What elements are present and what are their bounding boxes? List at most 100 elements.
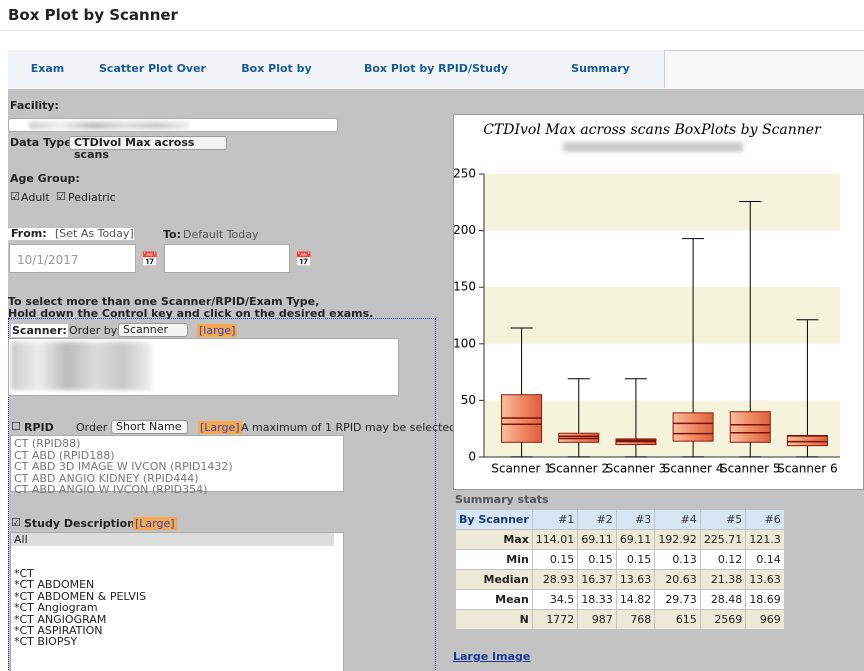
- y-tick-label: 150: [453, 280, 476, 294]
- row: Mean 34.5 18.33 14.82 29.73 28.48 18.69: [455, 589, 785, 610]
- cell: 0.15: [531, 549, 579, 570]
- cell: 192.92: [654, 529, 701, 550]
- y-tick-label: 250: [453, 167, 476, 181]
- cell: 0.15: [577, 549, 617, 570]
- checkbox[interactable]: ☑: [56, 190, 66, 203]
- button[interactable]: [Set As Today]: [55, 227, 134, 240]
- cell: 0.14: [745, 549, 785, 570]
- row: Max 114.01 69.11 69.11 192.92 225.71 121.3: [455, 529, 785, 550]
- scanner-list[interactable]: [8, 338, 399, 396]
- calendar-icon[interactable]: 📅: [141, 252, 159, 268]
- large-link[interactable]: [Large]: [198, 421, 242, 434]
- order-select[interactable]: Short Name: [111, 420, 188, 434]
- date-input[interactable]: [164, 244, 290, 273]
- label: To:: [163, 228, 181, 241]
- tab[interactable]: Summary Comparison: [537, 50, 665, 113]
- date-input[interactable]: 10/1/2017: [9, 244, 136, 273]
- link[interactable]: Large Image: [453, 650, 531, 663]
- x-tick-label: Scanner 2: [548, 462, 609, 476]
- cell: 114.01: [531, 529, 579, 550]
- cell: 21.38: [699, 569, 747, 590]
- cell: 0.15: [615, 549, 656, 570]
- cell: 69.11: [615, 529, 656, 550]
- calendar-icon[interactable]: 📅: [295, 252, 313, 268]
- checkbox-label: Pediatric: [68, 191, 116, 204]
- cell: 768: [615, 609, 656, 630]
- cell: 615: [654, 609, 701, 630]
- label: Age Group:: [10, 172, 80, 185]
- cell: 28.48: [699, 589, 747, 610]
- row: Median 28.93 16.37 13.63 20.63 21.38 13.63: [455, 569, 785, 590]
- checkbox[interactable]: ☑: [11, 516, 21, 529]
- box-plot: CTDIvol Max across scans BoxPlots by Sca…: [453, 122, 840, 476]
- instruction: Hold down the Control key and click on t…: [8, 307, 374, 320]
- cell: 34.5: [531, 589, 579, 610]
- cell: 969: [745, 609, 785, 630]
- rpid-list[interactable]: CT (RPID88) CT ABD (RPID188) CT ABD 3D IMA…: [10, 435, 344, 496]
- chart-title: CTDIvol Max across scans BoxPlots by Sca…: [483, 122, 822, 138]
- large-link[interactable]: [large]: [197, 324, 238, 337]
- header-cell: #5: [699, 509, 747, 530]
- option: *CT ABDOMEN & PELVIS: [14, 589, 147, 603]
- cell: 13.63: [745, 569, 785, 590]
- header-cell: #2: [577, 509, 617, 530]
- y-tick-label: 0: [468, 450, 476, 464]
- tab[interactable]: Box Plot by Scanner: [218, 50, 336, 113]
- data-type-select[interactable]: CTDIvol Max across scans: [69, 136, 227, 161]
- summary-table: By Scanner #1 #2 #3 #4 #5 #6 Max 114.01 69.11 69.1…: [455, 509, 785, 630]
- divider: [0, 30, 864, 31]
- y-tick-label: 100: [453, 336, 476, 350]
- large-link[interactable]: [Large]: [133, 517, 177, 530]
- grid-band: [484, 400, 840, 457]
- grid-band: [484, 287, 840, 344]
- study-list[interactable]: All *CT *CT ABDOMEN *CT ABDOMEN & PELVIS *CT…: [10, 532, 344, 671]
- x-tick-label: Scanner 6: [777, 462, 838, 476]
- option: *CT Angiogram: [14, 601, 98, 615]
- cell: 14.82: [615, 589, 656, 610]
- option: *CT ABDOMEN: [14, 578, 95, 592]
- label: Order by:: [69, 324, 121, 337]
- header-cell: #3: [615, 509, 656, 530]
- cell: 0.13: [654, 549, 701, 570]
- y-tick-label: 50: [461, 393, 476, 407]
- cell: 2569: [699, 609, 747, 630]
- facility-select[interactable]: [8, 118, 338, 132]
- cell: 16.37: [577, 569, 617, 590]
- cell: 20.63: [654, 569, 701, 590]
- checkbox-label: Adult: [21, 191, 50, 204]
- option: CT ABD (RPID188): [14, 448, 115, 462]
- option: *CT: [14, 567, 34, 580]
- cell: 13.63: [615, 569, 656, 590]
- label: Scanner:: [11, 324, 68, 337]
- order-select[interactable]: Scanner: [118, 323, 188, 337]
- page-title: Box Plot by Scanner: [8, 6, 178, 24]
- row: N 1772 987 768 615 2569 969: [455, 609, 785, 630]
- x-tick-label: Scanner 3: [606, 462, 667, 476]
- row-label: Max: [455, 529, 533, 550]
- x-tick-label: Scanner 1: [491, 462, 552, 476]
- instruction: To select more than one Scanner/RPID/Exa…: [8, 295, 320, 308]
- cell: 18.33: [577, 589, 617, 610]
- cell: 29.73: [654, 589, 701, 610]
- option: CT ABD 3D IMAGE W IVCON (RPID1432): [14, 460, 233, 473]
- cell: 225.71: [699, 529, 747, 550]
- selection-frame: [8, 318, 436, 671]
- x-tick-label: Scanner 4: [663, 462, 724, 476]
- cell: 28.93: [531, 569, 579, 590]
- cell: 121.3: [745, 529, 785, 550]
- row-label: Min: [455, 549, 533, 570]
- header-row: By Scanner #1 #2 #3 #4 #5 #6: [455, 509, 785, 530]
- checkbox[interactable]: ☐: [11, 420, 21, 433]
- cell: 0.12: [699, 549, 747, 570]
- x-tick-label: Scanner 5: [720, 462, 781, 476]
- tab[interactable]: Scatter Plot Over Time: [87, 50, 219, 113]
- header-cell: #4: [654, 509, 701, 530]
- chart-subtitle-redacted: [563, 142, 743, 152]
- cell: 69.11: [577, 529, 617, 550]
- row-label: Median: [455, 569, 533, 590]
- tab[interactable]: Box Plot by RPID/Study Description: [335, 50, 538, 113]
- checkbox[interactable]: ☑: [10, 190, 20, 203]
- option: All: [11, 533, 334, 546]
- tab[interactable]: Exam Search: [8, 50, 88, 113]
